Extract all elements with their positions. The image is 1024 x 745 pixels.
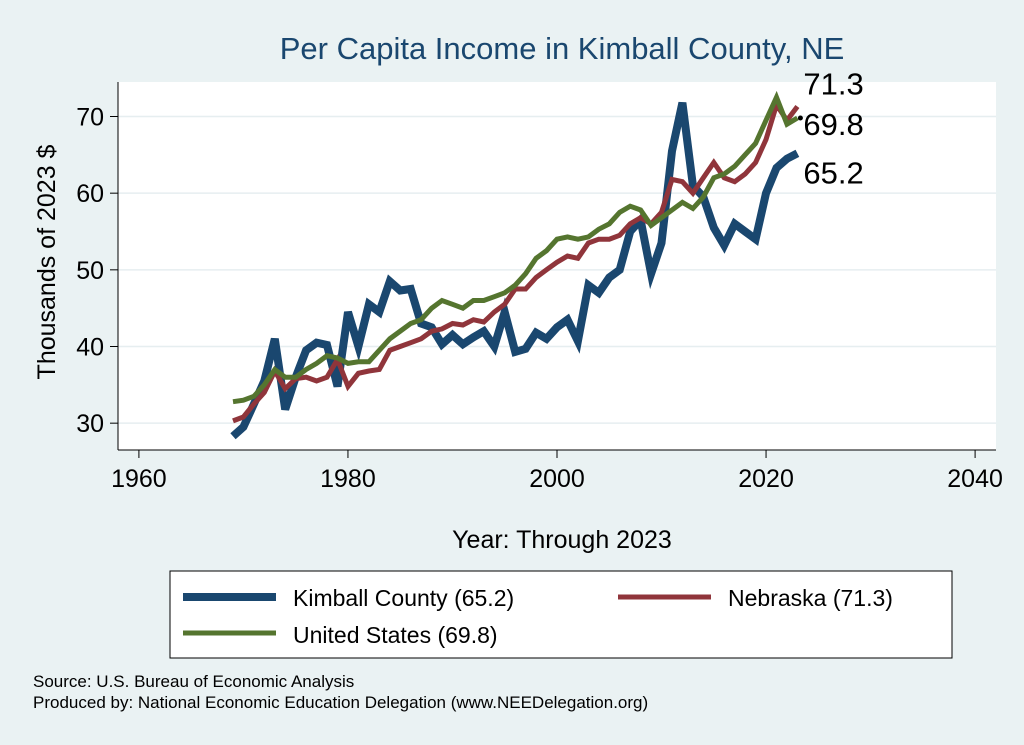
x-axis-label: Year: Through 2023 bbox=[452, 526, 672, 554]
legend-label-us: United States (69.8) bbox=[293, 622, 498, 648]
source-note: Source: U.S. Bureau of Economic Analysis bbox=[33, 672, 354, 691]
y-tick-label: 60 bbox=[76, 180, 104, 208]
legend-box bbox=[169, 570, 953, 659]
x-tick-label: 1960 bbox=[111, 465, 167, 493]
plot-area bbox=[118, 82, 996, 450]
y-axis-label: Thousands of 2023 $ bbox=[33, 144, 61, 379]
x-tick-label: 2020 bbox=[738, 465, 794, 493]
series-lines bbox=[230, 90, 800, 440]
end-label-kimball: 65.2 bbox=[803, 155, 863, 190]
y-tick-label: 30 bbox=[76, 410, 104, 438]
legend-label-nebraska: Nebraska (71.3) bbox=[728, 585, 893, 611]
gridlines bbox=[118, 115, 996, 424]
y-tick-label: 40 bbox=[76, 334, 104, 362]
x-tick-label: 2040 bbox=[947, 465, 1003, 493]
y-tick-label: 50 bbox=[76, 257, 104, 285]
end-labels: 65.2 71.3 69.8 bbox=[797, 67, 864, 190]
x-tick-label: 2000 bbox=[529, 465, 585, 493]
nebraska-line bbox=[232, 99, 800, 424]
produced-by-note: Produced by: National Economic Education… bbox=[33, 693, 648, 712]
end-marker-us bbox=[797, 115, 803, 121]
axes: 30 40 50 60 70 1960 1980 2000 2020 2040 bbox=[76, 82, 1003, 493]
chart-title: Per Capita Income in Kimball County, NE bbox=[280, 31, 845, 66]
y-tick-label: 70 bbox=[76, 104, 104, 132]
legend-label-kimball: Kimball County (65.2) bbox=[293, 585, 514, 611]
x-tick-label: 1980 bbox=[320, 465, 376, 493]
end-label-nebraska: 71.3 bbox=[803, 67, 863, 102]
end-label-us: 69.8 bbox=[803, 107, 863, 142]
united-states-line bbox=[232, 90, 799, 405]
legend: Kimball County (65.2) Nebraska (71.3) Un… bbox=[169, 570, 953, 659]
